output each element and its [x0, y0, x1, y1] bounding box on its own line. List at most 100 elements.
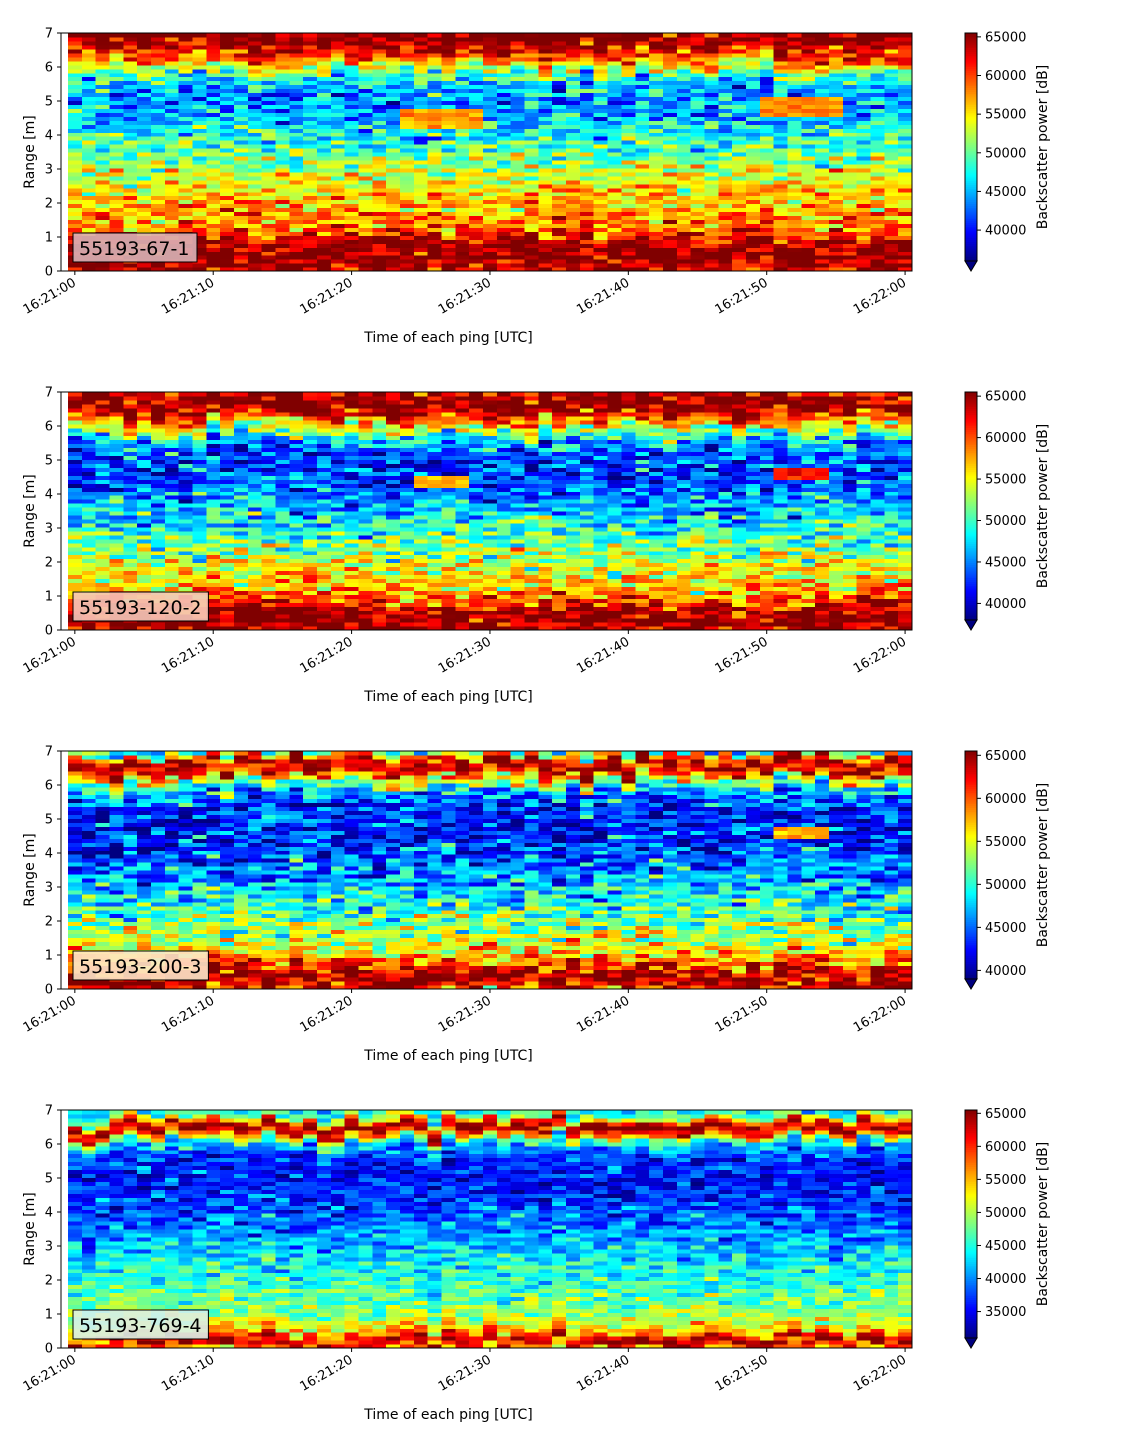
heatmap-cell [400, 64, 415, 70]
heatmap-cell [662, 187, 678, 193]
heatmap-cell [178, 467, 194, 472]
heatmap-cell [261, 431, 277, 437]
heatmap-cell [856, 68, 872, 74]
heatmap-cell [123, 227, 138, 232]
heatmap-cell [289, 88, 304, 94]
heatmap-cell [386, 175, 401, 181]
heatmap-cell [220, 140, 235, 145]
heatmap-cell [662, 68, 678, 74]
heatmap-cell [552, 72, 567, 78]
heatmap-cell [316, 171, 332, 177]
heatmap-cell [233, 503, 249, 508]
heatmap-cell [732, 227, 747, 232]
heatmap-cell [330, 227, 346, 232]
heatmap-cell [220, 610, 235, 615]
heatmap-cell [745, 76, 761, 82]
heatmap-cell [593, 171, 609, 177]
heatmap-cell [732, 88, 747, 94]
heatmap-cell [164, 431, 180, 437]
heatmap-cell [566, 183, 581, 189]
colorbar-segment [965, 82, 977, 85]
heatmap-cell [330, 96, 346, 102]
heatmap-cell [206, 471, 221, 476]
heatmap-cell [150, 171, 166, 177]
heatmap-cell [275, 407, 290, 413]
heatmap-cell [137, 207, 152, 213]
heatmap-cell [67, 227, 83, 232]
heatmap-cell [870, 219, 885, 224]
colorbar-segment [965, 110, 977, 114]
heatmap-cell [316, 223, 332, 228]
heatmap-cell [67, 187, 83, 193]
heatmap-cell [413, 251, 429, 256]
heatmap-cell [538, 80, 553, 86]
heatmap-cell [856, 231, 872, 236]
heatmap-cell [427, 148, 443, 153]
heatmap-cell [884, 251, 899, 256]
heatmap-cell [330, 36, 346, 42]
heatmap-cell [718, 159, 733, 165]
heatmap-cell [552, 175, 567, 181]
heatmap-cell [787, 96, 802, 102]
heatmap-cell [67, 526, 83, 532]
heatmap-cell [316, 140, 332, 145]
heatmap-cell [870, 120, 885, 125]
heatmap-cell [676, 68, 692, 74]
heatmap-cell [247, 558, 263, 564]
heatmap-cell [233, 475, 249, 480]
heatmap-cell [220, 52, 235, 58]
heatmap-cell [524, 263, 539, 268]
heatmap-cell [884, 159, 899, 165]
heatmap-cell [538, 56, 553, 62]
heatmap-cell [206, 554, 221, 560]
heatmap-cell [220, 171, 235, 177]
heatmap-cell [718, 207, 733, 213]
heatmap-cell [303, 538, 318, 544]
heatmap-cell [289, 614, 304, 619]
heatmap-cell [372, 33, 387, 38]
y-tick-label: 2 [45, 197, 53, 212]
heatmap-cell [828, 40, 844, 46]
heatmap-cell [441, 124, 456, 129]
heatmap-cell [316, 459, 332, 464]
heatmap-cell [884, 243, 899, 248]
heatmap-cell [137, 136, 152, 141]
heatmap-cell [192, 171, 207, 177]
heatmap-cell [510, 263, 526, 268]
heatmap-cell [137, 419, 152, 425]
heatmap-cell [400, 203, 415, 209]
heatmap-cell [220, 534, 235, 540]
heatmap-cell [801, 175, 816, 181]
heatmap-cell [233, 395, 249, 401]
heatmap-cell [413, 128, 429, 133]
heatmap-cell [67, 96, 83, 102]
heatmap-cell [123, 136, 138, 141]
heatmap-cell [386, 144, 401, 149]
heatmap-cell [178, 155, 194, 161]
heatmap-cell [593, 124, 609, 129]
heatmap-cell [81, 155, 97, 161]
colorbar-segment [965, 257, 977, 260]
heatmap-cell [773, 247, 789, 252]
heatmap-cell [303, 144, 318, 149]
heatmap-cell [109, 68, 124, 74]
colorbar-segment [965, 78, 977, 82]
colorbar-segment [965, 188, 977, 192]
heatmap-cell [150, 514, 166, 520]
heatmap-cell [123, 459, 138, 464]
heatmap-cell [441, 227, 456, 232]
heatmap-cell [330, 112, 346, 117]
heatmap-cell [344, 199, 360, 205]
heatmap-cell [192, 36, 207, 42]
heatmap-cell [164, 163, 180, 169]
heatmap-cell [109, 471, 124, 476]
heatmap-cell [427, 155, 443, 161]
heatmap-cell [261, 140, 277, 145]
heatmap-cell [579, 267, 595, 272]
heatmap-cell [856, 251, 872, 256]
heatmap-cell [164, 68, 180, 74]
heatmap-cell [206, 395, 221, 401]
heatmap-cell [662, 116, 678, 121]
colorbar-segment [965, 135, 977, 139]
heatmap-cell [109, 44, 124, 50]
